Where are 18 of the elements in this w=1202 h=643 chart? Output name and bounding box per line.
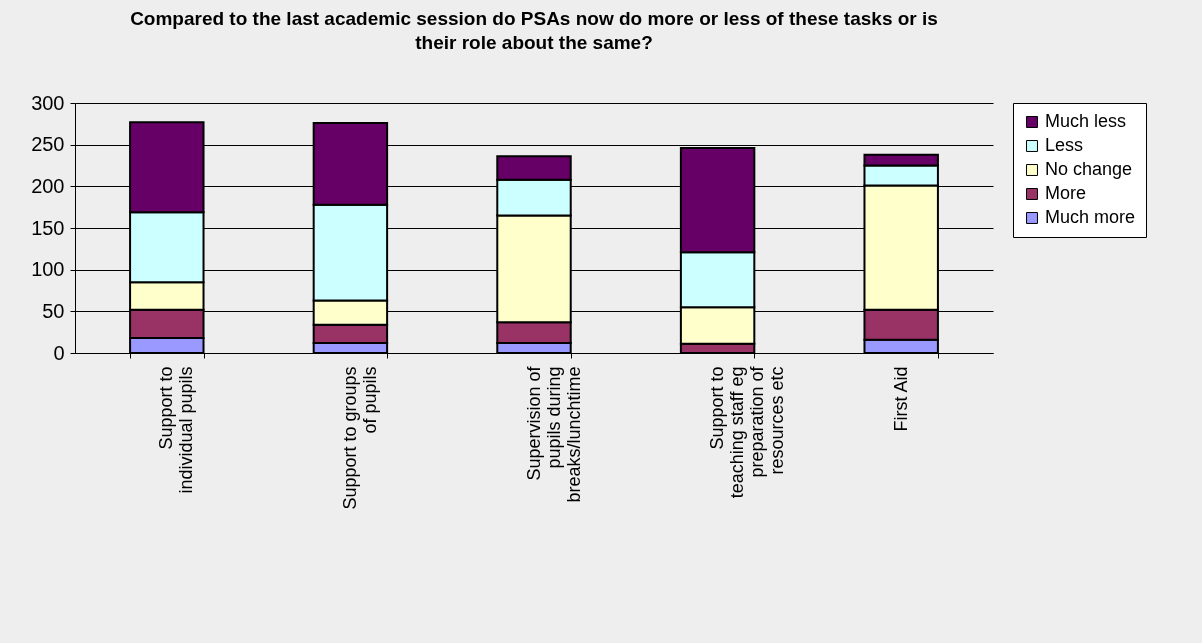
x-tick-label: Support to individual pupils [156, 366, 197, 494]
y-tick-label: 50 [42, 299, 65, 322]
x-tick-label: Supervision of pupils during breaks/lunchtime [523, 365, 584, 503]
y-tick-label: 300 [31, 91, 65, 114]
legend-label: No change [1045, 159, 1133, 179]
x-tick-label: Support to teaching staff eg preparation of resources etc [707, 365, 788, 499]
x-tick-label: Support to groups of pupils [339, 366, 380, 510]
y-tick-label: 0 [53, 341, 65, 364]
y-tick-label: 200 [31, 174, 65, 197]
legend-label: Much less [1045, 111, 1127, 131]
legend-label: Less [1045, 135, 1084, 155]
y-tick-label: 250 [31, 133, 65, 156]
legend-label: More [1045, 183, 1087, 203]
y-tick-label: 150 [31, 216, 65, 239]
x-tick-label: First Aid [890, 366, 911, 432]
y-tick-label: 100 [31, 258, 65, 281]
legend-label: Much more [1045, 207, 1136, 227]
chart-title: Compared to the last academic session do PSAs now do more or less of these tasks or is their role about the same? [130, 8, 938, 53]
